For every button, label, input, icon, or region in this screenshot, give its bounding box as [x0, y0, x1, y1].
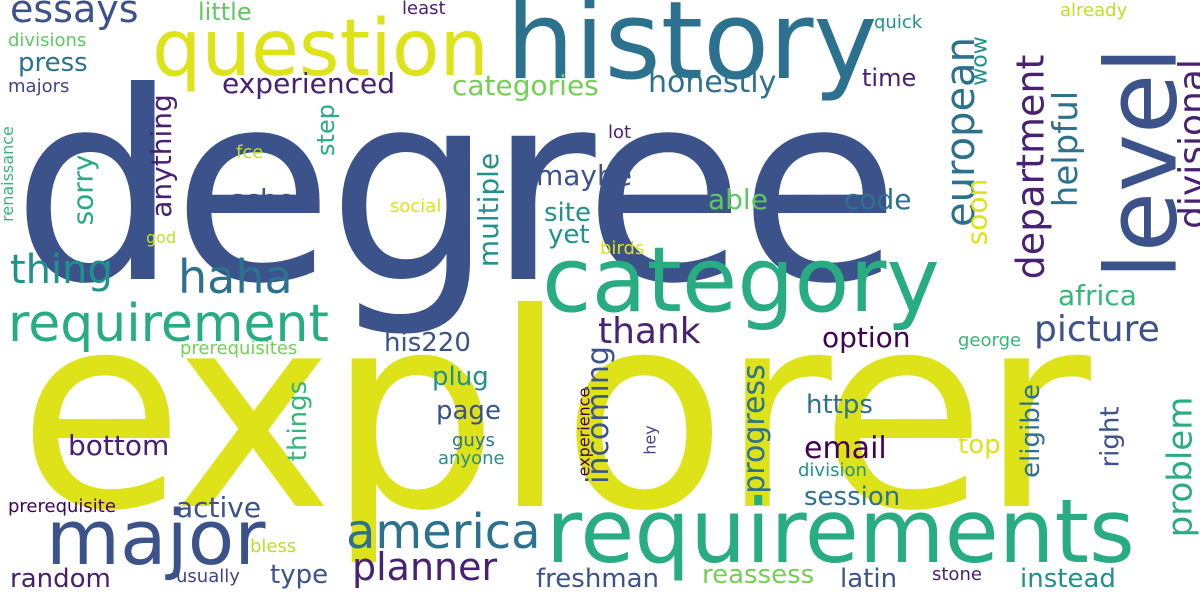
word-freshman: freshman: [536, 564, 660, 594]
word-random: random: [10, 564, 111, 594]
word-page: page: [436, 396, 501, 426]
word-right: right: [1095, 406, 1126, 468]
word-eligible: eligible: [1015, 384, 1046, 478]
word-george: george: [958, 330, 1022, 351]
word-god: god: [146, 228, 177, 247]
word-quick: quick: [874, 12, 923, 33]
word-renaissance: renaissance: [0, 126, 17, 222]
word-code: code: [844, 183, 912, 216]
word-his220: his220: [384, 328, 471, 358]
word-reassess: reassess: [702, 560, 815, 590]
word-haha: haha: [178, 250, 293, 304]
word-instead: instead: [1020, 564, 1116, 594]
word-division: division: [798, 460, 867, 481]
word-active: active: [176, 491, 262, 524]
word-least: least: [402, 0, 446, 19]
word-soon: soon: [960, 178, 994, 246]
word-majors: majors: [8, 76, 70, 97]
word-picture: picture: [1034, 309, 1160, 350]
word-degree: degree: [12, 36, 900, 341]
word-fce: fce: [236, 142, 264, 163]
word-divisions: divisions: [8, 30, 87, 51]
word-session: session: [804, 482, 901, 512]
word-experience: experience: [574, 387, 594, 477]
word-experienced: experienced: [222, 67, 395, 100]
word-multiple: multiple: [472, 152, 506, 268]
word-requirements: requirements: [546, 480, 1135, 583]
word-bottom: bottom: [68, 429, 170, 462]
word-essays: essays: [10, 0, 139, 31]
word-plug: plug: [432, 362, 489, 392]
word-wow: wow: [967, 36, 993, 86]
word-hey: hey: [640, 425, 660, 455]
word-anything: anything: [144, 94, 178, 218]
word-latin: latin: [840, 564, 898, 594]
word-categories: categories: [452, 69, 599, 102]
word-usually: usually: [176, 566, 240, 587]
word-anyone: anyone: [438, 448, 505, 469]
word-social: social: [390, 196, 442, 217]
word-able: able: [708, 183, 768, 216]
word-little: little: [198, 0, 252, 26]
word-problem: problem: [1160, 396, 1200, 538]
word-stone: stone: [932, 564, 982, 585]
word-email: email: [804, 431, 887, 466]
word-sorry: sorry: [66, 154, 100, 226]
word-step: step: [311, 104, 340, 156]
word-prerequisites: prerequisites: [180, 338, 298, 359]
word-maybe: maybe: [536, 159, 633, 192]
word-lot: lot: [608, 122, 632, 143]
word-already: already: [1060, 0, 1128, 21]
word-planner: planner: [352, 545, 498, 589]
word-helpful: helpful: [1046, 90, 1087, 208]
word-https: https: [806, 390, 873, 420]
word-birds: birds: [600, 238, 645, 259]
word-top: top: [958, 430, 1001, 460]
word-type: type: [270, 560, 329, 590]
word-yet: yet: [548, 220, 590, 250]
word-time: time: [862, 64, 917, 92]
word-africa: africa: [1058, 279, 1137, 312]
word-history: history: [506, 0, 878, 104]
word-thing: thing: [10, 247, 113, 293]
word-major: major: [46, 493, 266, 582]
word-divisional: divisional: [1171, 59, 1200, 229]
word-site: site: [544, 198, 591, 228]
word-honestly: honestly: [648, 65, 777, 100]
word-guys: guys: [452, 430, 495, 451]
word-bless: bless: [250, 536, 297, 557]
word-thank: thank: [598, 311, 701, 352]
word-prerequisite: prerequisite: [8, 496, 116, 517]
word-america: america: [346, 504, 541, 560]
word-requirement: requirement: [8, 294, 329, 354]
word-department: department: [1008, 54, 1053, 280]
word-progress: progress: [736, 364, 772, 494]
word-category: category: [542, 228, 940, 333]
word-school: school: [230, 183, 320, 216]
word-option: option: [822, 321, 911, 354]
word-things: things: [283, 380, 314, 462]
word-press: press: [18, 48, 88, 78]
word-explorer: explorer: [18, 255, 1091, 570]
word-question: question: [152, 4, 489, 94]
